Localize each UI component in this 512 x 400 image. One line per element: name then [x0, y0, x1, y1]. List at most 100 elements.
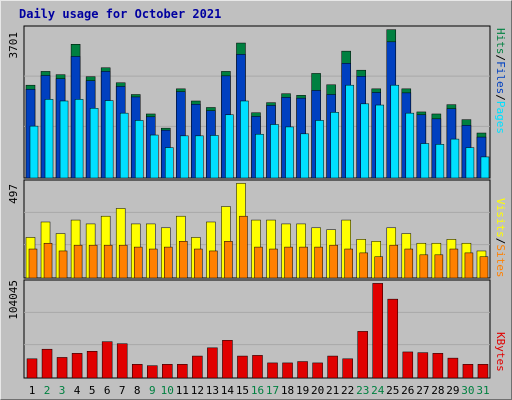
bar-sites-22: [344, 248, 353, 279]
bar-kbytes-6: [101, 341, 113, 379]
bar-kbytes-17: [267, 362, 278, 379]
bar-kbytes-4: [71, 353, 83, 379]
y-max-top: 3701: [7, 32, 20, 59]
bar-kbytes-24: [372, 283, 383, 379]
bar-kbytes-12: [192, 355, 203, 379]
x-tick-label-14: 14: [221, 384, 235, 397]
x-tick-label-11: 11: [176, 384, 189, 397]
bar-sites-7: [118, 244, 128, 279]
bar-kbytes-14: [222, 340, 233, 379]
bar-sites-20: [314, 246, 323, 279]
bar-sites-30: [464, 252, 474, 279]
x-tick-label-22: 22: [341, 384, 354, 397]
bar-sites-25: [389, 244, 399, 279]
legend-files: Files: [494, 61, 507, 95]
bar-sites-6: [103, 244, 113, 279]
bar-sites-11: [179, 241, 188, 279]
y-max-bottom: 104045: [7, 280, 20, 320]
bar-kbytes-18: [282, 362, 293, 379]
x-tick-label-10: 10: [161, 384, 174, 397]
bar-pages-21: [330, 112, 339, 179]
x-tick-label-20: 20: [311, 384, 324, 397]
bar-pages-13: [210, 135, 219, 179]
legend-visits: Visits: [494, 198, 507, 238]
x-tick-label-7: 7: [119, 384, 126, 397]
bar-kbytes-31: [477, 364, 489, 379]
bar-sites-17: [269, 248, 278, 279]
bar-pages-7: [119, 112, 129, 179]
bar-sites-18: [284, 246, 293, 279]
x-tick-label-16: 16: [251, 384, 264, 397]
legend-hits: Hits: [494, 28, 507, 55]
bar-kbytes-8: [131, 364, 143, 379]
bar-sites-12: [194, 248, 203, 279]
bar-pages-1: [29, 125, 39, 179]
x-tick-label-27: 27: [416, 384, 429, 397]
bar-pages-31: [480, 156, 490, 179]
legend-sep-3: /: [494, 237, 507, 245]
bar-kbytes-29: [447, 357, 459, 379]
bar-kbytes-25: [387, 298, 399, 379]
x-tick-label-26: 26: [401, 384, 414, 397]
legend-top: Hits/Files/Pages: [494, 28, 507, 176]
bar-kbytes-2: [41, 348, 53, 379]
x-tick-label-25: 25: [386, 384, 399, 397]
x-tick-label-19: 19: [296, 384, 309, 397]
bar-kbytes-22: [342, 358, 353, 379]
bar-pages-24: [375, 104, 384, 179]
x-tick-label-28: 28: [431, 384, 444, 397]
chart-bars: [25, 29, 490, 379]
bar-pages-14: [225, 114, 234, 179]
bar-sites-3: [58, 250, 68, 279]
bar-sites-21: [329, 244, 338, 279]
bar-sites-10: [164, 246, 173, 279]
chart-title: Daily usage for October 2021: [19, 7, 222, 21]
bar-kbytes-3: [56, 357, 68, 379]
bar-pages-6: [104, 100, 114, 179]
bar-kbytes-11: [177, 364, 188, 379]
bar-sites-26: [404, 248, 414, 279]
x-tick-label-17: 17: [266, 384, 279, 397]
bar-pages-16: [255, 133, 264, 179]
x-tick-label-21: 21: [326, 384, 339, 397]
bar-pages-3: [59, 100, 69, 179]
bar-pages-23: [360, 103, 369, 179]
bar-pages-19: [300, 133, 309, 179]
bar-sites-24: [374, 256, 383, 279]
legend-pages: Pages: [494, 100, 507, 134]
x-tick-label-23: 23: [356, 384, 369, 397]
x-tick-label-5: 5: [89, 384, 96, 397]
bar-sites-4: [73, 244, 83, 279]
bar-pages-5: [89, 108, 99, 179]
bar-kbytes-5: [86, 351, 98, 379]
x-tick-label-3: 3: [59, 384, 66, 397]
bar-sites-1: [28, 248, 38, 279]
bar-sites-27: [419, 254, 429, 279]
bar-kbytes-21: [327, 355, 338, 379]
legend-sep-1: /: [494, 54, 507, 62]
bar-sites-15: [239, 215, 248, 279]
bar-kbytes-1: [26, 358, 38, 379]
x-tick-label-13: 13: [206, 384, 219, 397]
bar-kbytes-15: [237, 355, 248, 379]
x-tick-label-15: 15: [236, 384, 249, 397]
bar-sites-29: [449, 248, 459, 279]
bar-sites-23: [359, 252, 368, 279]
y-max-middle: 497: [7, 184, 20, 204]
bar-pages-27: [420, 143, 430, 179]
x-tick-label-31: 31: [476, 384, 489, 397]
bar-sites-28: [434, 254, 444, 279]
bar-pages-12: [195, 135, 204, 179]
x-tick-label-30: 30: [461, 384, 474, 397]
bar-kbytes-16: [252, 355, 263, 379]
bar-pages-30: [465, 147, 475, 179]
bar-sites-13: [209, 250, 218, 279]
legend-sites: Sites: [494, 244, 507, 278]
bar-pages-28: [435, 144, 445, 179]
x-tick-label-18: 18: [281, 384, 294, 397]
bar-sites-14: [224, 241, 233, 279]
x-tick-label-29: 29: [446, 384, 459, 397]
x-tick-label-12: 12: [191, 384, 204, 397]
x-tick-label-1: 1: [29, 384, 36, 397]
